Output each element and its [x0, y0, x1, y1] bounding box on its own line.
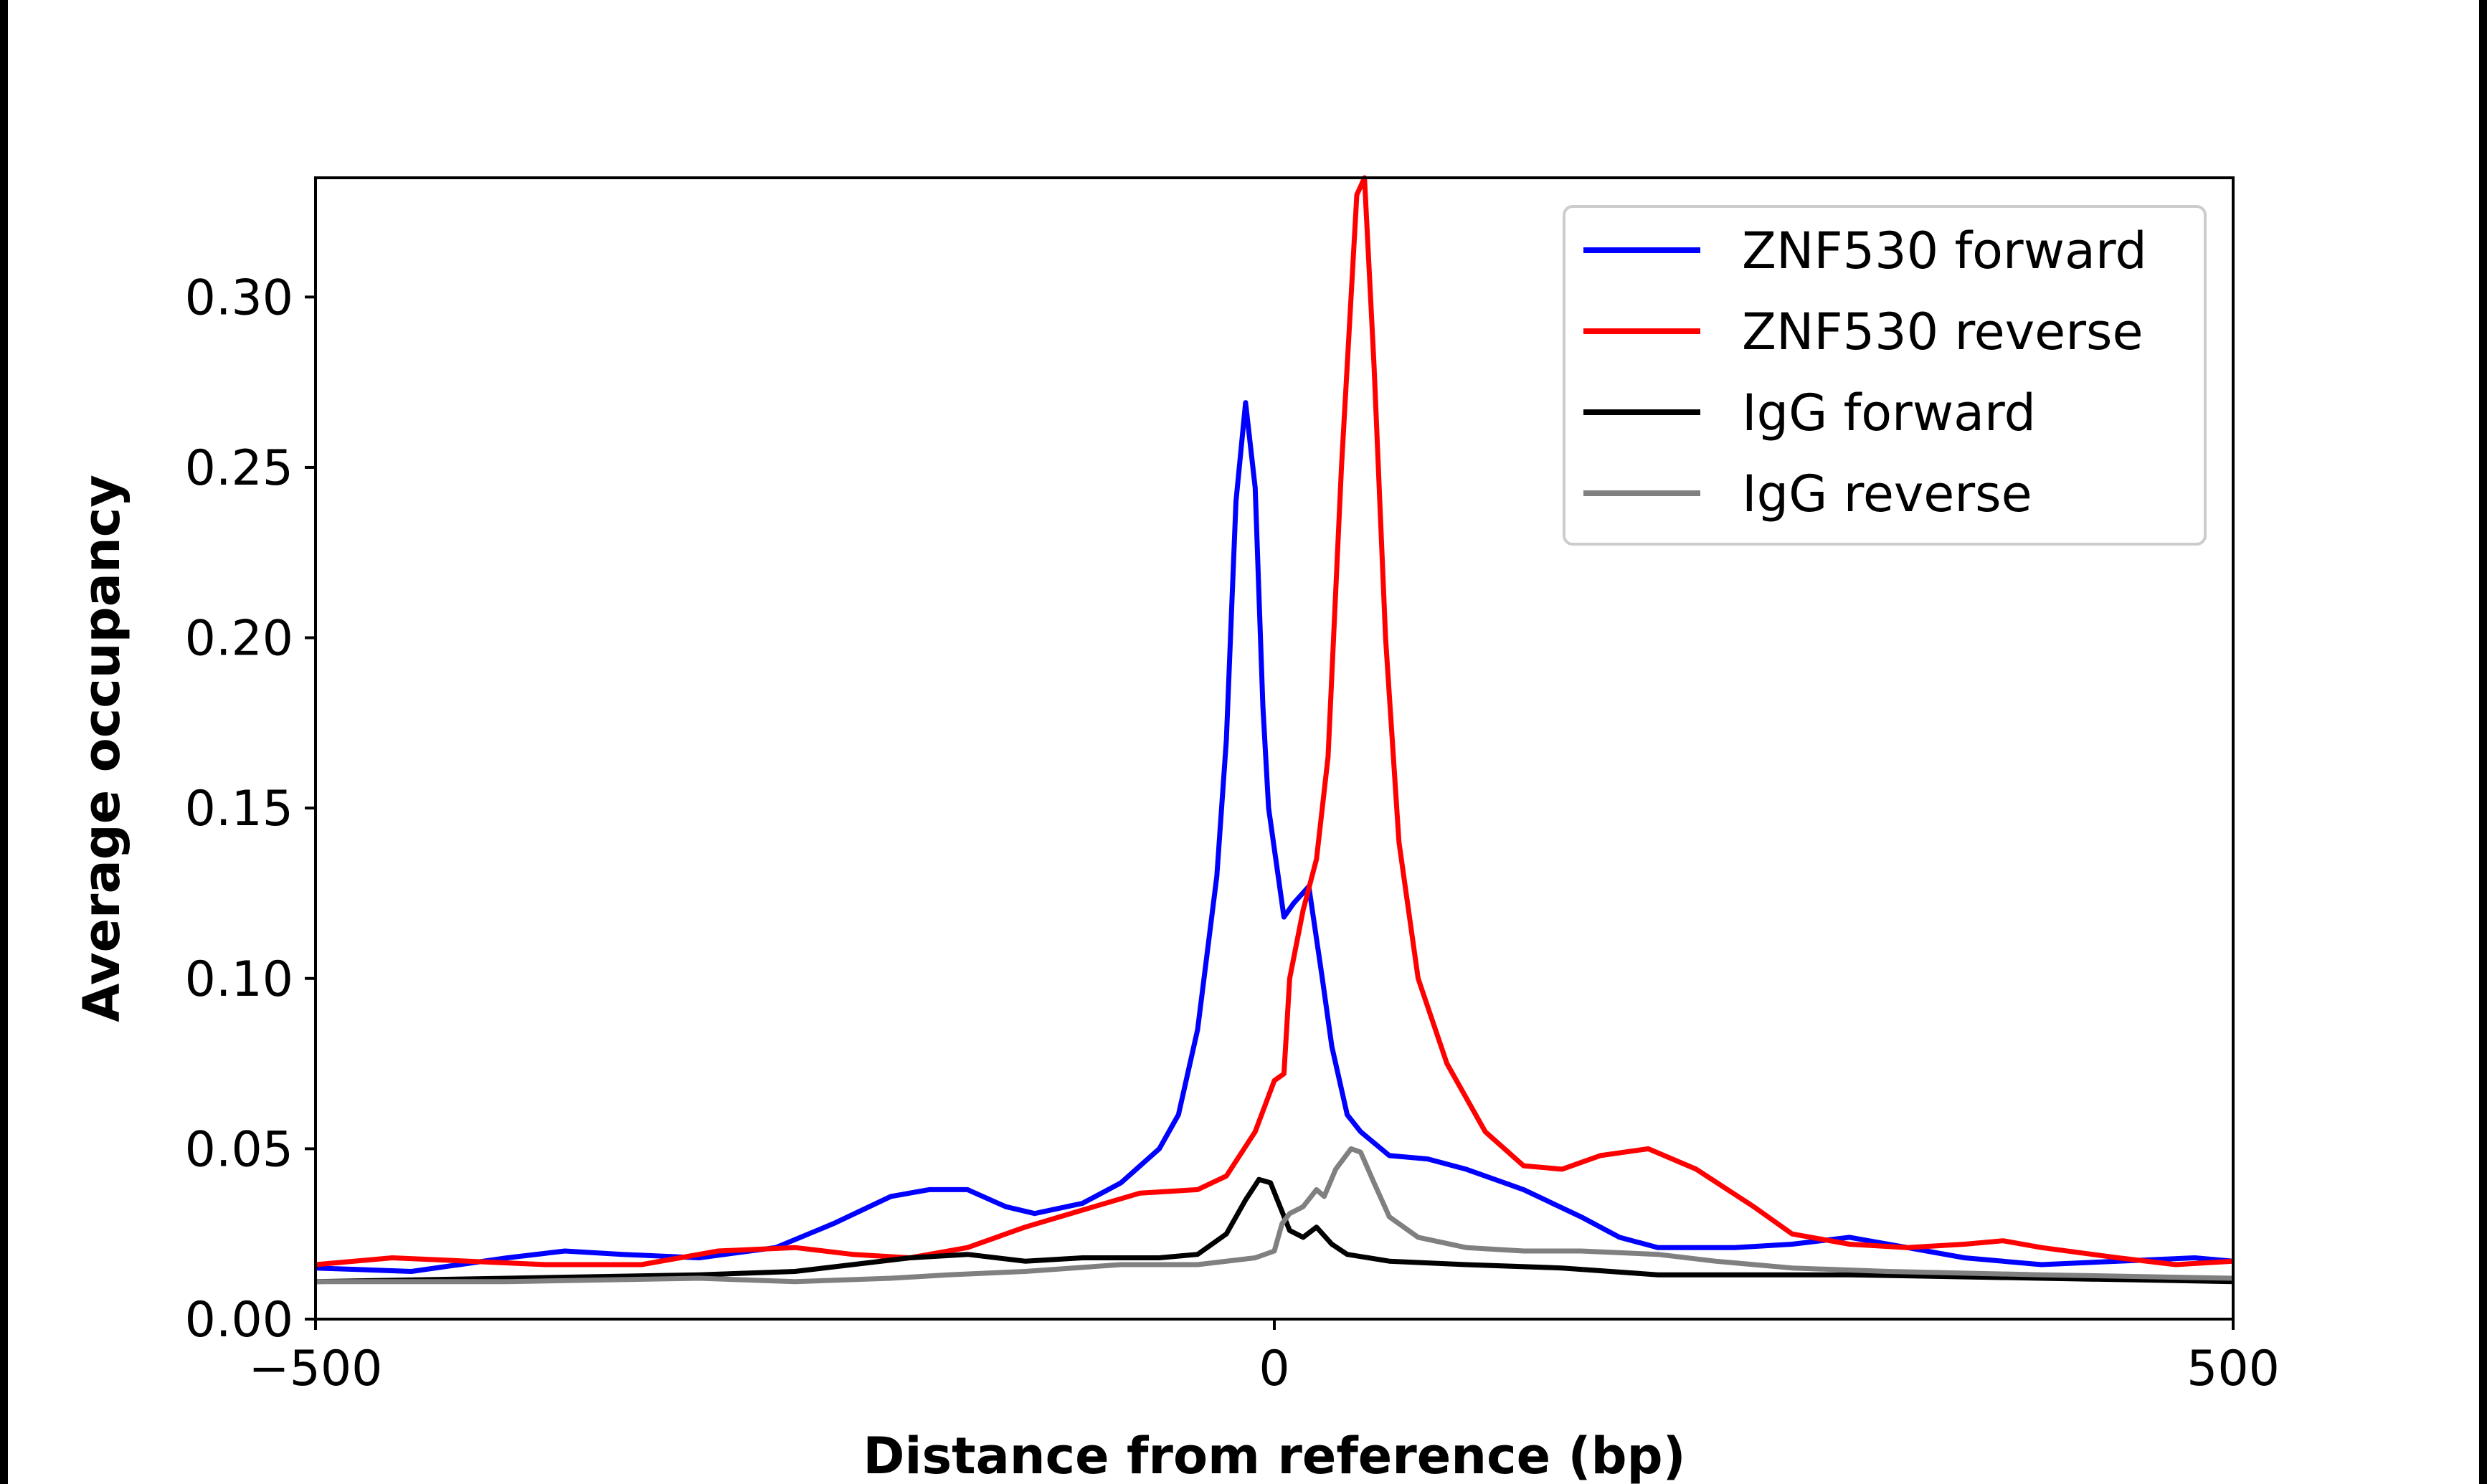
legend-box	[1563, 205, 2207, 546]
legend-label: ZNF530 reverse	[1742, 303, 2143, 361]
x-tick-label: 500	[2187, 1341, 2280, 1397]
right-border	[2479, 0, 2487, 1484]
series-line-znf530-forward	[315, 400, 2234, 1274]
y-tick-label: 0.10	[185, 951, 293, 1008]
y-axis-label: Average occupancy	[72, 475, 131, 1022]
series-lines	[315, 175, 2234, 1285]
y-tick-label: 0.15	[185, 781, 293, 837]
legend-label: ZNF530 forward	[1742, 222, 2147, 280]
y-tick-label: 0.30	[185, 270, 293, 326]
left-border	[0, 0, 8, 1484]
legend: ZNF530 forward ZNF530 reverse IgG forward I…	[1563, 205, 2207, 546]
x-axis-label: Distance from reference (bp)	[863, 1427, 1685, 1484]
series-line-igg-forward	[315, 1176, 2234, 1285]
y-tick-label: 0.00	[185, 1292, 293, 1349]
series-line-igg-reverse	[316, 1146, 2234, 1285]
axis-ticks: −500 0 500 0.00 0.05 0.10 0.15 0.20 0.25 0.30	[185, 270, 2280, 1397]
x-tick-label: −500	[249, 1341, 383, 1397]
y-tick-label: 0.05	[185, 1121, 293, 1178]
legend-label: IgG forward	[1742, 384, 2036, 442]
legend-label: IgG reverse	[1742, 465, 2032, 523]
y-tick-label: 0.20	[185, 611, 293, 667]
y-tick-label: 0.25	[185, 440, 293, 497]
x-tick-label: 0	[1259, 1341, 1289, 1397]
series-line-znf530-reverse	[315, 175, 2234, 1267]
